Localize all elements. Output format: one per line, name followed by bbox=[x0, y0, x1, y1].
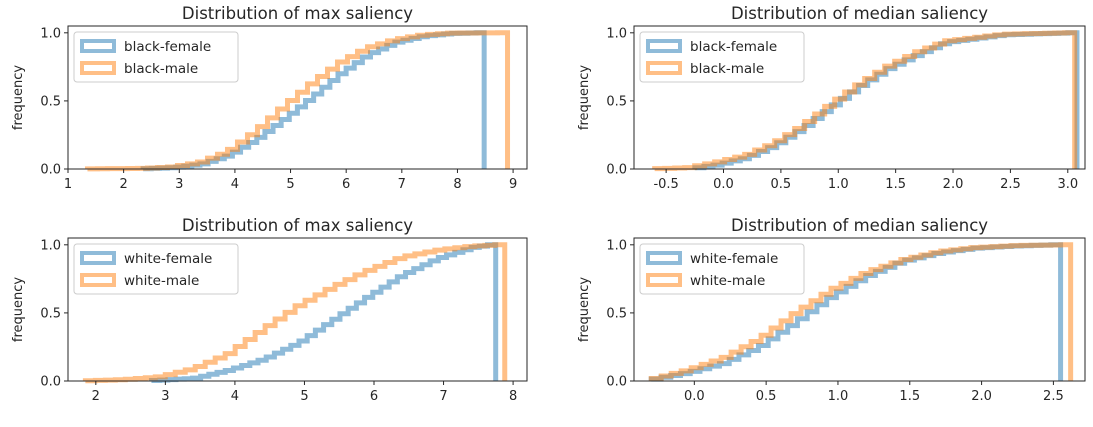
y-tick-label: 1.0 bbox=[40, 238, 61, 253]
x-tick-label: 0.5 bbox=[771, 177, 792, 192]
x-tick-label: 2 bbox=[92, 389, 100, 404]
x-tick-label: 1.0 bbox=[828, 177, 849, 192]
legend-label-white-male: white-male bbox=[690, 273, 765, 289]
y-tick-label: 0.0 bbox=[606, 163, 627, 178]
plot-frame bbox=[67, 25, 528, 170]
chart-max-saliency-black: Distribution of max saliency frequency 1 2 3… bbox=[11, 4, 528, 192]
chart-title: Distribution of max saliency bbox=[182, 216, 413, 235]
x-tick-label: 5 bbox=[300, 389, 308, 404]
chart-panel-bottom-right: Distribution of median saliency frequency… bbox=[546, 212, 1093, 423]
legend-swatch-white-male bbox=[80, 273, 116, 287]
plot-frame bbox=[633, 237, 1086, 382]
y-axis-label: frequency bbox=[577, 277, 592, 343]
x-tick-label: 8 bbox=[509, 389, 517, 404]
chart-median-saliency-white: Distribution of median saliency frequency… bbox=[577, 216, 1086, 404]
x-tick-label: 3 bbox=[175, 177, 183, 192]
x-tick-label: 2.0 bbox=[971, 389, 992, 404]
series-line-white-female bbox=[148, 242, 499, 384]
plot-frame bbox=[633, 25, 1086, 170]
legend-swatch-white-male bbox=[646, 273, 682, 287]
plot-frame bbox=[67, 237, 528, 382]
chart-title: Distribution of max saliency bbox=[182, 4, 413, 23]
y-tick-label: 0.0 bbox=[40, 163, 61, 178]
series-line-black-male bbox=[84, 30, 511, 172]
chart-panel-bottom-left: Distribution of max saliency frequency 2 3 4… bbox=[0, 212, 546, 423]
y-axis-label: frequency bbox=[577, 65, 592, 131]
legend-label-black-male: black-male bbox=[690, 61, 764, 77]
y-tick-label: 0.5 bbox=[40, 94, 61, 109]
y-tick-label: 1.0 bbox=[40, 26, 61, 41]
chart-panel-top-right: Distribution of median saliency frequency… bbox=[546, 0, 1093, 212]
x-tick-label: 1 bbox=[64, 177, 72, 192]
legend-label-white-male: white-male bbox=[124, 273, 199, 289]
legend-swatch-white-female bbox=[646, 251, 682, 265]
y-tick-label: 0.5 bbox=[606, 94, 627, 109]
series-line-white-male bbox=[82, 242, 508, 384]
y-axis-label: frequency bbox=[11, 65, 26, 131]
x-tick-label: 7 bbox=[398, 177, 406, 192]
legend-label-black-female: black-female bbox=[124, 39, 211, 55]
y-tick-label: 0.5 bbox=[40, 306, 61, 321]
chart-panel-top-left: Distribution of max saliency frequency 1 2 3… bbox=[0, 0, 546, 212]
chart-median-saliency-black: Distribution of median saliency frequency… bbox=[577, 4, 1086, 192]
y-tick-label: 0.0 bbox=[606, 375, 627, 390]
x-tick-label: 7 bbox=[439, 389, 447, 404]
legend-swatch-white-female bbox=[80, 251, 116, 265]
x-tick-label: 3.0 bbox=[1057, 177, 1078, 192]
x-tick-label: -0.5 bbox=[653, 177, 678, 192]
x-tick-label: 2 bbox=[119, 177, 127, 192]
series-line-white-male bbox=[648, 242, 1074, 381]
x-tick-label: 2.0 bbox=[943, 177, 964, 192]
x-tick-label: 0.0 bbox=[684, 389, 705, 404]
x-tick-label: 9 bbox=[509, 177, 517, 192]
legend-swatch-black-female bbox=[646, 39, 682, 53]
y-tick-label: 0.5 bbox=[606, 306, 627, 321]
legend-label-white-female: white-female bbox=[690, 251, 778, 267]
legend-label-white-female: white-female bbox=[124, 251, 212, 267]
legend-label-black-female: black-female bbox=[690, 39, 777, 55]
legend-swatch-black-male bbox=[646, 61, 682, 75]
chart-title: Distribution of median saliency bbox=[731, 4, 988, 23]
x-tick-label: 2.5 bbox=[1000, 177, 1021, 192]
x-tick-label: 1.5 bbox=[899, 389, 920, 404]
x-tick-label: 1.0 bbox=[828, 389, 849, 404]
y-tick-label: 1.0 bbox=[606, 238, 627, 253]
x-tick-label: 3 bbox=[161, 389, 169, 404]
series-line-black-male bbox=[652, 30, 1078, 172]
x-tick-label: 0.5 bbox=[756, 389, 777, 404]
x-tick-label: 0.0 bbox=[713, 177, 734, 192]
x-tick-label: 4 bbox=[231, 389, 239, 404]
chart-title: Distribution of median saliency bbox=[731, 216, 988, 235]
legend-label-black-male: black-male bbox=[124, 61, 198, 77]
chart-max-saliency-white: Distribution of max saliency frequency 2 3 4… bbox=[11, 216, 528, 404]
x-tick-label: 2.5 bbox=[1043, 389, 1064, 404]
x-tick-label: 6 bbox=[370, 389, 378, 404]
x-tick-label: 1.5 bbox=[885, 177, 906, 192]
legend-swatch-black-female bbox=[80, 39, 116, 53]
y-tick-label: 0.0 bbox=[40, 375, 61, 390]
x-tick-label: 6 bbox=[342, 177, 350, 192]
x-tick-label: 8 bbox=[453, 177, 461, 192]
x-tick-label: 4 bbox=[231, 177, 239, 192]
legend-swatch-black-male bbox=[80, 61, 116, 75]
x-tick-label: 5 bbox=[286, 177, 294, 192]
y-tick-label: 1.0 bbox=[606, 26, 627, 41]
y-axis-label: frequency bbox=[11, 277, 26, 343]
